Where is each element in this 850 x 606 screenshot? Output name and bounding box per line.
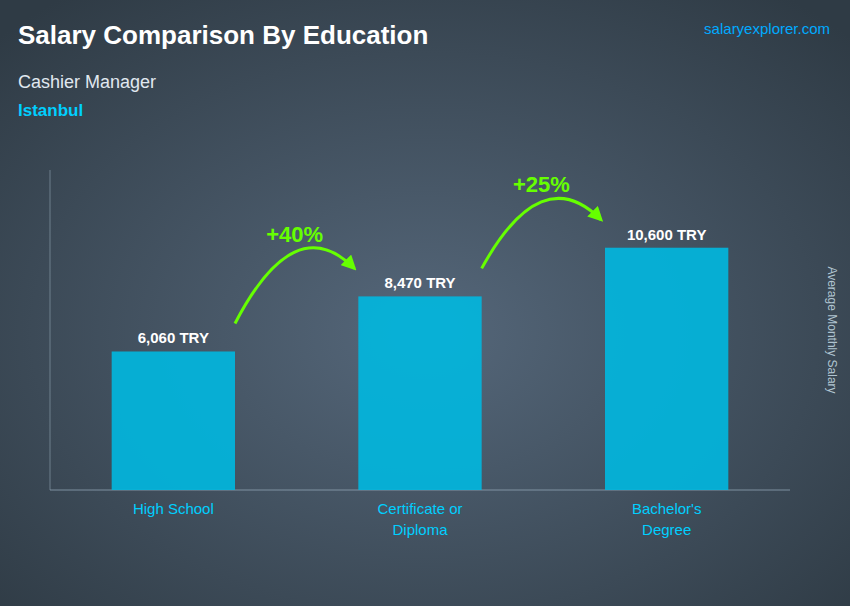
bars bbox=[112, 248, 729, 490]
data-label: 6,060 TRY bbox=[138, 329, 209, 346]
chart: Salary Comparison By Education Cashier Ma… bbox=[0, 0, 850, 606]
title: Salary Comparison By Education bbox=[18, 20, 428, 50]
background bbox=[0, 0, 850, 606]
source: salaryexplorer.com bbox=[704, 20, 830, 37]
bar bbox=[358, 296, 481, 490]
y-axis-label: Average Monthly Salary bbox=[825, 266, 839, 393]
growth-arrow bbox=[482, 198, 601, 268]
data-label: 10,600 TRY bbox=[627, 226, 707, 243]
growth-arrow bbox=[235, 248, 354, 324]
bar bbox=[605, 248, 728, 490]
category-label: Bachelor'sDegree bbox=[632, 500, 702, 538]
bar bbox=[112, 351, 235, 490]
chart-container: Salary Comparison By Education Cashier Ma… bbox=[0, 0, 850, 606]
subtitle: Cashier Manager bbox=[18, 72, 156, 92]
growth-label: +25% bbox=[513, 172, 570, 197]
y-axis-line bbox=[50, 170, 51, 490]
category-label: Certificate orDiploma bbox=[377, 500, 462, 538]
growth-label: +40% bbox=[266, 222, 323, 247]
category-label: High School bbox=[133, 500, 214, 517]
city: Istanbul bbox=[18, 101, 83, 120]
data-label: 8,470 TRY bbox=[384, 274, 455, 291]
